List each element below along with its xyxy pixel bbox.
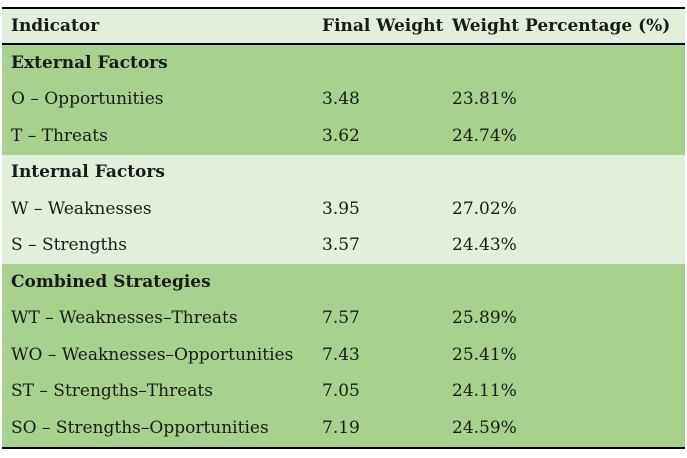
weight-percentage-cell: 25.89% <box>443 300 685 337</box>
final-weight-cell: 7.05 <box>313 373 443 410</box>
indicator-cell: WT – Weaknesses–Threats <box>2 300 313 337</box>
indicator-cell: WO – Weaknesses–Opportunities <box>2 337 313 374</box>
section-title: External Factors <box>2 44 685 82</box>
final-weight-cell: 3.48 <box>313 81 443 118</box>
column-header-indicator: Indicator <box>2 8 313 45</box>
indicator-cell: T – Threats <box>2 118 313 155</box>
section-title: Internal Factors <box>2 154 685 191</box>
data-row-strengths: S – Strengths 3.57 24.43% <box>2 227 685 264</box>
data-row-wo: WO – Weaknesses–Opportunities 7.43 25.41… <box>2 337 685 374</box>
final-weight-cell: 7.43 <box>313 337 443 374</box>
header-row: Indicator Final Weight Weight Percentage… <box>2 8 685 45</box>
final-weight-cell: 7.19 <box>313 410 443 448</box>
final-weight-cell: 3.95 <box>313 191 443 228</box>
column-header-final-weight: Final Weight <box>313 8 443 45</box>
indicator-cell: O – Opportunities <box>2 81 313 118</box>
data-row-wt: WT – Weaknesses–Threats 7.57 25.89% <box>2 300 685 337</box>
data-row-opportunities: O – Opportunities 3.48 23.81% <box>2 81 685 118</box>
weight-percentage-cell: 25.41% <box>443 337 685 374</box>
final-weight-cell: 3.62 <box>313 118 443 155</box>
section-header-combined-strategies: Combined Strategies <box>2 264 685 301</box>
swot-weights-table: Indicator Final Weight Weight Percentage… <box>2 7 685 449</box>
data-row-threats: T – Threats 3.62 24.74% <box>2 118 685 155</box>
section-title: Combined Strategies <box>2 264 685 301</box>
final-weight-cell: 3.57 <box>313 227 443 264</box>
weight-percentage-cell: 27.02% <box>443 191 685 228</box>
weight-percentage-cell: 23.81% <box>443 81 685 118</box>
section-header-internal-factors: Internal Factors <box>2 154 685 191</box>
indicator-cell: ST – Strengths–Threats <box>2 373 313 410</box>
indicator-cell: SO – Strengths–Opportunities <box>2 410 313 448</box>
data-row-so: SO – Strengths–Opportunities 7.19 24.59% <box>2 410 685 448</box>
indicator-cell: W – Weaknesses <box>2 191 313 228</box>
data-row-st: ST – Strengths–Threats 7.05 24.11% <box>2 373 685 410</box>
weight-percentage-cell: 24.74% <box>443 118 685 155</box>
final-weight-cell: 7.57 <box>313 300 443 337</box>
data-row-weaknesses: W – Weaknesses 3.95 27.02% <box>2 191 685 228</box>
section-header-external-factors: External Factors <box>2 44 685 82</box>
weight-percentage-cell: 24.11% <box>443 373 685 410</box>
column-header-weight-percentage: Weight Percentage (%) <box>443 8 685 45</box>
weight-percentage-cell: 24.59% <box>443 410 685 448</box>
indicator-cell: S – Strengths <box>2 227 313 264</box>
weight-percentage-cell: 24.43% <box>443 227 685 264</box>
